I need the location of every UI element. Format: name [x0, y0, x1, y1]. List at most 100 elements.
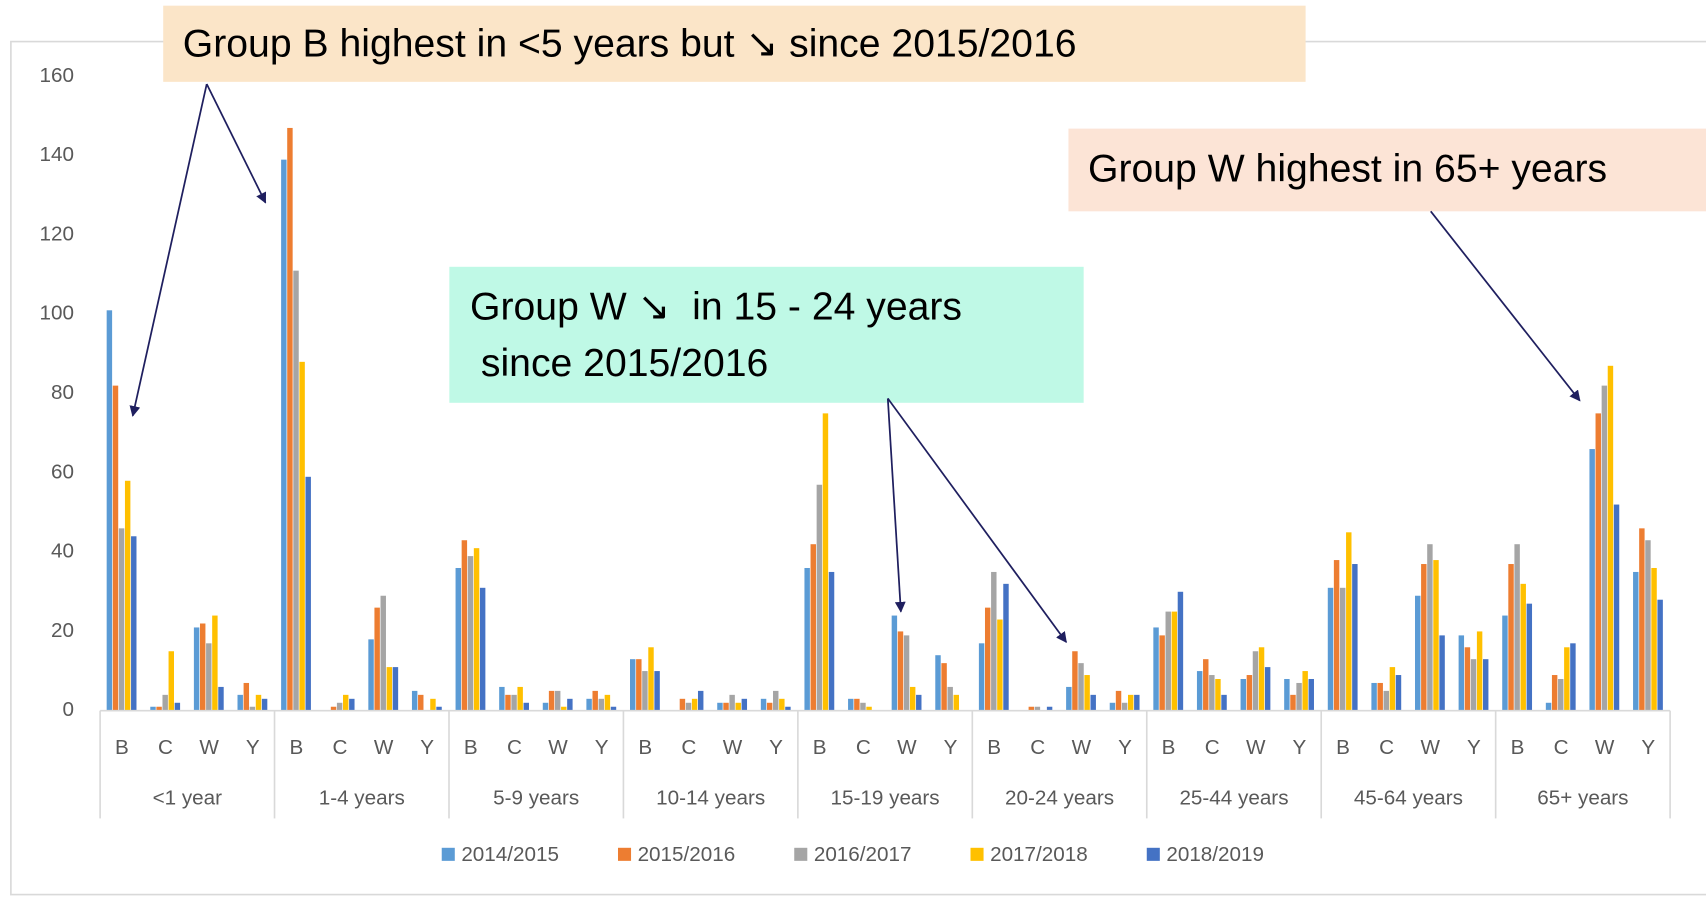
bar [517, 686, 523, 711]
bar [1034, 706, 1041, 711]
bar [467, 556, 474, 711]
legend-swatch [1146, 847, 1160, 861]
y-tick-label: 160 [40, 64, 74, 87]
bar [891, 615, 898, 711]
bar [1346, 532, 1352, 711]
bar [1514, 544, 1520, 711]
bar [418, 694, 424, 711]
bar [723, 702, 729, 711]
x-tick-label: W [1072, 736, 1092, 759]
x-tick-label: Y [1118, 736, 1132, 759]
x-tick-label: B [813, 736, 827, 759]
x-tick-label: W [548, 736, 568, 759]
annotation-arrow [887, 397, 1067, 644]
bar [1352, 564, 1358, 711]
bar [909, 686, 916, 711]
annotation-text: Group W ↘ in 15 - 24 years [470, 286, 962, 329]
x-tick-label: W [374, 736, 394, 759]
annotation-box [163, 5, 1306, 82]
bar [854, 698, 860, 711]
bar [1589, 449, 1595, 711]
bar [1084, 675, 1090, 711]
bar [542, 702, 549, 711]
bar [997, 619, 1003, 711]
x-tick-label: C [1554, 736, 1569, 759]
bar [648, 647, 654, 711]
bar [1395, 675, 1402, 711]
bar [1476, 631, 1483, 711]
plot-area: 0 20 40 60 80 100 120 140 160 <1 year B C W Y 1-4 year… [40, 64, 1671, 866]
bar [499, 686, 505, 711]
bar [1028, 706, 1035, 711]
bar [1601, 385, 1608, 711]
bar [717, 702, 723, 711]
x-tick-label: Y [246, 736, 260, 759]
bar [206, 643, 212, 711]
bar [1240, 678, 1246, 711]
bar [1296, 682, 1302, 711]
bar [1308, 678, 1314, 711]
bar [523, 702, 529, 711]
bar [255, 694, 262, 711]
bar [124, 480, 131, 711]
bar [1383, 690, 1390, 711]
bar [1153, 627, 1159, 711]
bar [685, 702, 692, 711]
bar [1657, 599, 1663, 711]
legend-swatch [970, 847, 984, 861]
bar [1221, 694, 1227, 711]
bar [773, 690, 779, 711]
bar [287, 127, 293, 711]
bar [1482, 659, 1489, 711]
bar [1333, 560, 1340, 711]
bar [1302, 671, 1308, 711]
bar [162, 694, 168, 711]
bar [455, 567, 461, 711]
x-tick-label: B [1511, 736, 1525, 759]
bar [392, 667, 399, 711]
bar [1551, 675, 1558, 711]
bar [941, 663, 947, 711]
bar [436, 706, 442, 711]
bar [1464, 647, 1471, 711]
x-tick-label: B [289, 736, 303, 759]
annotation-arrow [886, 398, 906, 613]
annotation-box [1068, 128, 1706, 212]
bar [935, 655, 941, 711]
bar [1470, 659, 1477, 711]
bar [430, 698, 436, 711]
bar [848, 698, 854, 711]
bar [1526, 603, 1533, 711]
bar [654, 671, 660, 711]
bar [1215, 678, 1221, 711]
annotation-arrow [205, 83, 267, 204]
annotation-text: Group W highest in 65+ years [1088, 147, 1607, 190]
bar [1090, 694, 1096, 711]
bar [1645, 540, 1651, 711]
annotation-text: Group B highest in <5 years but ↘ since … [183, 22, 1077, 65]
x-tick-label: W [723, 736, 743, 759]
bar [991, 571, 997, 711]
bar [112, 385, 119, 711]
bar [766, 702, 773, 711]
bar [193, 627, 200, 711]
bar [336, 702, 343, 711]
bar [1171, 611, 1178, 711]
bar [479, 587, 486, 711]
bar [212, 615, 218, 711]
bar [1072, 651, 1078, 711]
legend-label: 2014/2015 [461, 843, 559, 866]
bar [947, 686, 953, 711]
bar [1427, 544, 1433, 711]
bar [779, 698, 785, 711]
bar [343, 694, 349, 711]
annotation-text: since 2015/2016 [470, 342, 768, 385]
bar [1290, 694, 1296, 711]
bar [1508, 564, 1514, 711]
bar [118, 528, 125, 711]
y-tick-label: 80 [51, 381, 74, 404]
bar [822, 413, 829, 711]
y-tick-label: 0 [62, 698, 74, 721]
